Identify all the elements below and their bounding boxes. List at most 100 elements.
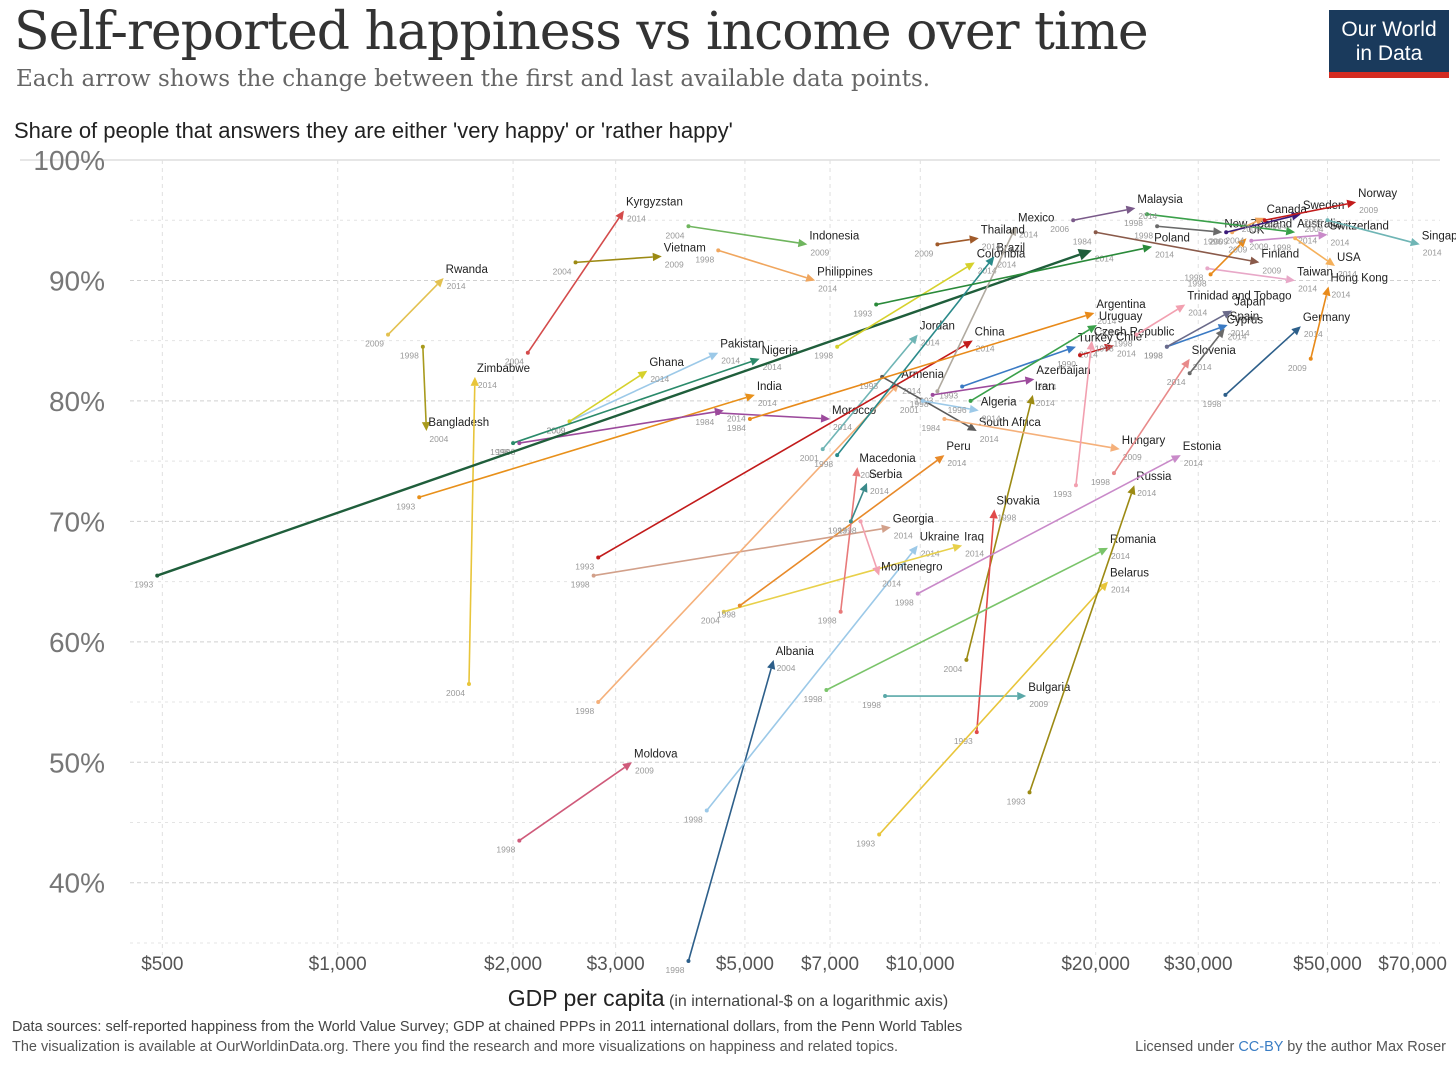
arrow-series[interactable]: 1993 2014 China [575, 327, 1005, 572]
arrow-start-point [573, 260, 578, 265]
start-year-label: 1998 [400, 351, 419, 361]
arrow-series[interactable]: 2006 2014 Malaysia [1050, 194, 1183, 234]
arrow-series[interactable]: 1993 2014 [134, 248, 1114, 590]
arrow-series[interactable]: 1998 2009 Moldova [496, 748, 678, 854]
start-year-label: 1993 [134, 580, 153, 590]
start-year-label: 2004 [701, 616, 720, 626]
arrow-series[interactable]: 2004 2014 Kyrgyzstan [505, 197, 683, 367]
arrow-series[interactable]: 1984 2009 Hungary [921, 416, 1165, 462]
arrow-series[interactable]: 1998 2014 Philippines [695, 248, 873, 293]
country-label: Ghana [649, 357, 684, 369]
start-year-label: 2009 [1242, 224, 1261, 234]
start-year-label: 1998 [717, 610, 736, 620]
arrow-start-point [1027, 790, 1032, 795]
arrow-series[interactable]: 1998 2014 Trinidad and Tobago [1114, 291, 1292, 349]
owid-logo[interactable]: Our World in Data [1329, 10, 1449, 78]
y-tick-label: 50% [49, 747, 105, 778]
arrow-series[interactable]: 2009 2014 Ghana [547, 357, 685, 436]
arrow-series[interactable]: 1998 2014 Armenia [575, 369, 944, 716]
arrow-series[interactable]: 2004 2009 Indonesia [666, 224, 860, 257]
x-tick-label: $2,000 [484, 954, 542, 975]
x-tick-label: $1,000 [309, 954, 367, 975]
arrow-series[interactable]: 1998 2014 Peru [717, 441, 971, 620]
arrow-head [908, 545, 918, 556]
arrow-series[interactable]: 1993 2014 India [396, 381, 782, 511]
arrow-start-point [877, 832, 882, 837]
arrow-series[interactable]: 1998 2004 Bangladesh [400, 344, 489, 444]
arrow-series[interactable]: 1993 2014 Serbia [828, 469, 903, 536]
arrow-series[interactable]: 1993 2014 Turkey [939, 333, 1113, 401]
y-tick-label: 40% [49, 868, 105, 899]
arrow-series[interactable]: 1998 2014 USA [1272, 236, 1361, 279]
start-year-label: 2001 [900, 405, 919, 415]
arrow-series[interactable]: 2004 2014 Iraq [701, 531, 984, 625]
arrow-series[interactable]: 1998 2009 Bulgaria [862, 682, 1071, 710]
arrow-start-point [686, 959, 691, 964]
arrow-series[interactable]: 2004 2014 Zimbabwe [446, 363, 530, 698]
end-year-label: 2014 [763, 362, 782, 372]
country-label: Armenia [901, 369, 944, 381]
arrow-start-point [1262, 218, 1267, 223]
arrow-series[interactable]: 1998 2009 Japan [1144, 297, 1266, 361]
end-year-label: 2014 [1228, 332, 1247, 342]
arrow-series[interactable]: 2004 2014 Singapore [1305, 218, 1456, 257]
start-year-label: 2004 [1305, 224, 1324, 234]
arrow-line [1095, 231, 1251, 262]
arrow-series[interactable]: 1998 2014 Montenegro [838, 519, 943, 589]
arrow-start-point [968, 398, 973, 403]
arrow-head [1142, 244, 1153, 253]
arrow-series[interactable]: 1993 2014 Belarus [856, 568, 1149, 849]
arrow-line [1079, 347, 1106, 356]
arrow-series[interactable]: 2009 2014 Rwanda [365, 264, 488, 349]
arrow-start-point [417, 495, 422, 500]
arrow-series[interactable]: 2009 2014 Thailand [914, 224, 1024, 258]
arrow-head [714, 407, 724, 417]
arrow-series[interactable]: 1998 2014 Taiwan [1184, 266, 1333, 293]
country-label: Argentina [1096, 299, 1146, 311]
end-year-label: 2014 [721, 356, 740, 366]
arrow-series[interactable]: 2009 2014 Pakistan [547, 339, 765, 436]
arrow-series[interactable]: 2004 2009 Vietnam [553, 242, 706, 276]
arrow-series[interactable]: 2001 2014 Jordan [800, 321, 955, 463]
country-label: Philippines [817, 266, 873, 278]
arrow-start-point [1073, 483, 1078, 488]
arrow-series[interactable]: 2001 2014 Algeria [900, 397, 1017, 424]
end-year-label: 2014 [1193, 362, 1212, 372]
end-year-label: 2014 [650, 374, 669, 384]
arrow-start-point [915, 591, 920, 596]
arrow-series[interactable]: 1998 2014 Estonia [895, 441, 1222, 608]
license-link[interactable]: CC-BY [1238, 1039, 1284, 1055]
arrow-series[interactable]: 1998 2014 Georgia [571, 513, 935, 589]
arrow-series[interactable]: 1998 2014 Germany [1202, 312, 1350, 409]
country-label: Albania [776, 646, 815, 658]
arrow-series[interactable]: 2009 2009 Norway [1242, 188, 1398, 234]
arrow-series[interactable]: 2009 2014 Switzerland [1228, 221, 1389, 255]
start-year-label: 1993 [939, 390, 958, 400]
arrow-series[interactable]: 1998 2004 Macedonia [818, 453, 917, 626]
arrow-series[interactable]: 1998 2004 Albania [666, 646, 815, 975]
start-year-label: 1998 [571, 580, 590, 590]
arrow-series[interactable]: 1998 2014 Ukraine [684, 531, 960, 824]
arrow-series[interactable]: 1998 2014 Romania [803, 534, 1156, 704]
y-tick-label: 80% [49, 386, 105, 417]
end-year-label: 2004 [429, 434, 448, 444]
arrow-series[interactable]: 1998 2014 Azerbaijan [910, 365, 1091, 409]
arrow-series[interactable]: 1993 2014 Poland [853, 233, 1190, 319]
arrow-line [1113, 365, 1186, 474]
country-label: Switzerland [1329, 221, 1388, 233]
arrow-head [1104, 343, 1114, 352]
arrow-series[interactable]: 1998 2014 Nigeria [490, 345, 799, 457]
x-tick-label: $20,000 [1061, 954, 1130, 975]
arrow-series[interactable]: 1998 2014 Spain [1144, 311, 1259, 361]
country-label: Georgia [893, 513, 935, 525]
